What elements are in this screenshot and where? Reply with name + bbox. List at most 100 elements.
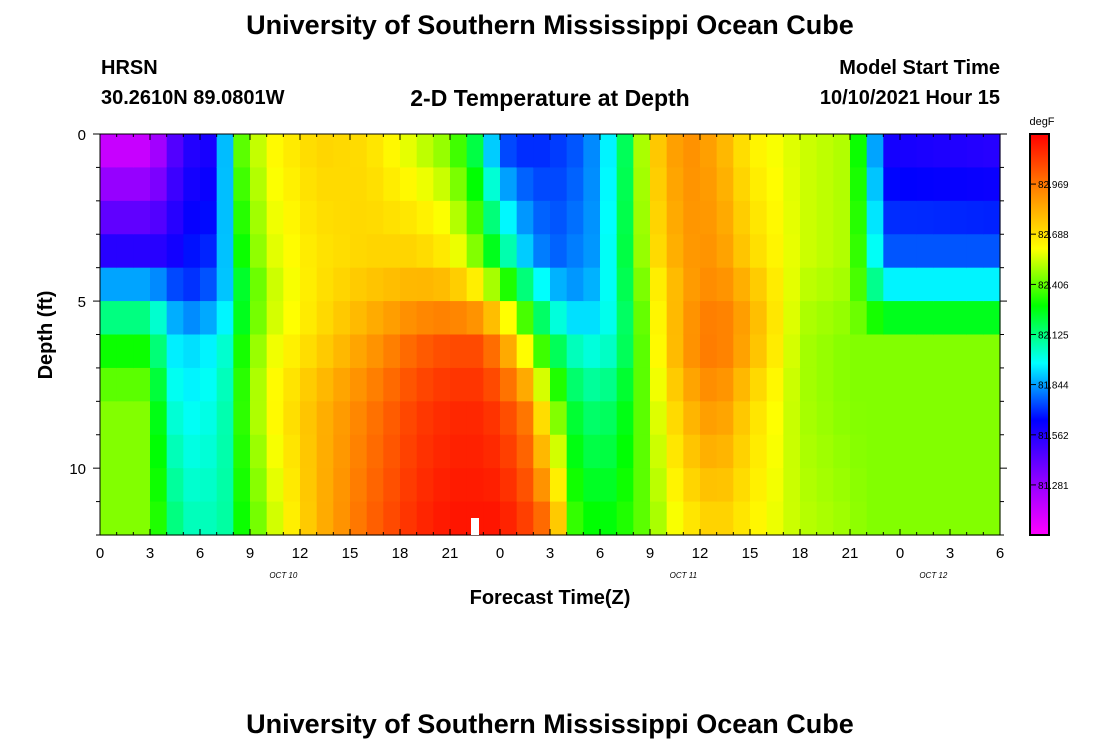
heatmap-cell (850, 234, 868, 269)
heatmap-cell (583, 167, 601, 202)
heatmap-cell (950, 501, 968, 536)
heatmap-cell (966, 200, 984, 235)
heatmap-cell (466, 401, 484, 436)
heatmap-cell (666, 401, 684, 436)
x-tick-label: 9 (646, 545, 654, 562)
heatmap-cell (316, 401, 334, 436)
heatmap-cell (400, 434, 418, 469)
heatmap-cell (133, 401, 151, 436)
heatmap-cell (833, 468, 851, 503)
heatmap-cell (500, 301, 518, 336)
heatmap-cell (350, 401, 368, 436)
heatmap-cell (750, 401, 768, 436)
heatmap-cell (116, 134, 134, 169)
heatmap-cell (200, 267, 218, 302)
heatmap-cell (400, 468, 418, 503)
heatmap-cell (550, 468, 568, 503)
heatmap-cell (100, 234, 118, 269)
heatmap-cell (233, 501, 251, 536)
heatmap-cell (883, 401, 901, 436)
heatmap-cell (100, 334, 118, 369)
heatmap-cell (300, 267, 318, 302)
heatmap-cell (883, 468, 901, 503)
heatmap-cell (800, 301, 818, 336)
heatmap-cell (100, 434, 118, 469)
heatmap-cell (433, 134, 451, 169)
heatmap-cell (716, 267, 734, 302)
heatmap-cell (566, 367, 584, 402)
heatmap-cell (266, 434, 284, 469)
heatmap-cell (383, 367, 401, 402)
heatmap-cell (483, 367, 501, 402)
heatmap-cell (133, 167, 151, 202)
heatmap-cell (400, 301, 418, 336)
heatmap-cell (933, 434, 951, 469)
heatmap-cell (733, 434, 751, 469)
heatmap-cell (850, 334, 868, 369)
heatmap-cell (683, 200, 701, 235)
heatmap-cell (233, 367, 251, 402)
heatmap-cell (716, 434, 734, 469)
heatmap-cell (283, 501, 301, 536)
heatmap-cell (650, 434, 668, 469)
heatmap-cell (650, 367, 668, 402)
heatmap-cell (783, 468, 801, 503)
heatmap-cell (416, 468, 434, 503)
heatmap-cell (866, 468, 884, 503)
heatmap-cell (783, 167, 801, 202)
heatmap-cell (566, 468, 584, 503)
current-time-marker (471, 518, 479, 535)
heatmap-cell (300, 434, 318, 469)
heatmap-cell (533, 334, 551, 369)
heatmap-cell (816, 468, 834, 503)
heatmap-cell (933, 367, 951, 402)
heatmap-cell (600, 301, 618, 336)
heatmap-cell (700, 468, 718, 503)
heatmap-cell (833, 234, 851, 269)
heatmap-cell (566, 401, 584, 436)
heatmap-cell (116, 501, 134, 536)
heatmap-cell (100, 367, 118, 402)
heatmap-cell (750, 167, 768, 202)
heatmap-cell (900, 234, 918, 269)
heatmap-cell (416, 334, 434, 369)
heatmap-cell (883, 501, 901, 536)
heatmap-cell (683, 468, 701, 503)
heatmap-cell (416, 501, 434, 536)
heatmap-cell (983, 334, 1001, 369)
heatmap-cell (416, 200, 434, 235)
heatmap-cell (716, 301, 734, 336)
heatmap-cell (133, 301, 151, 336)
heatmap-cell (366, 301, 384, 336)
heatmap-cell (666, 501, 684, 536)
y-tick-label: 5 (78, 294, 86, 311)
colorbar-tick-label: 82.125 (1038, 331, 1069, 342)
heatmap-cell (200, 367, 218, 402)
colorbar-tick-label: 81.562 (1038, 431, 1069, 442)
heatmap-cell (516, 267, 534, 302)
heatmap-cell (833, 367, 851, 402)
heatmap-cell (666, 367, 684, 402)
heatmap-cell (900, 334, 918, 369)
heatmap-cell (733, 200, 751, 235)
heatmap-cell (116, 200, 134, 235)
heatmap-cell (933, 234, 951, 269)
heatmap-cell (733, 367, 751, 402)
heatmap-cell (333, 334, 351, 369)
heatmap-cell (900, 434, 918, 469)
heatmap-cell (316, 167, 334, 202)
heatmap-cell (600, 367, 618, 402)
heatmap-cell (216, 401, 234, 436)
heatmap-cell (300, 501, 318, 536)
heatmap-cell (433, 468, 451, 503)
heatmap-cell (816, 134, 834, 169)
heatmap-cell (533, 134, 551, 169)
heatmap-cell (866, 301, 884, 336)
heatmap-cell (850, 167, 868, 202)
heatmap-cell (166, 367, 184, 402)
heatmap-cell (616, 334, 634, 369)
heatmap-cell (766, 434, 784, 469)
heatmap-cell (716, 134, 734, 169)
heatmap-cell (550, 267, 568, 302)
heatmap-cell (816, 234, 834, 269)
